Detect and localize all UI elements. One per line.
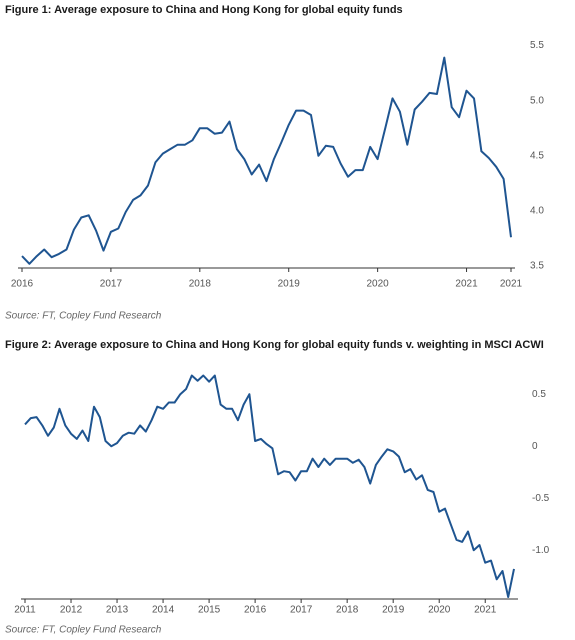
x-tick-label: 2020 [367, 279, 390, 290]
x-tick-label: 2015 [198, 605, 221, 616]
y-tick-label: -0.5 [532, 493, 550, 504]
source-note: Source: FT, Copley Fund Research [5, 311, 162, 322]
x-tick-label: 2017 [290, 605, 313, 616]
y-tick-label: 3.5 [530, 261, 544, 272]
y-tick-label: 4.0 [530, 206, 544, 217]
x-tick-label: 2011 [14, 605, 36, 616]
x-tick-label: 2021 [500, 279, 523, 290]
y-tick-label: -1.0 [532, 545, 550, 556]
x-tick-label: 2018 [189, 279, 212, 290]
x-tick-label: 2016 [11, 279, 34, 290]
y-tick-label: 0 [532, 441, 538, 452]
x-tick-label: 2020 [428, 605, 451, 616]
line-series [24, 374, 515, 598]
x-tick-label: 2012 [60, 605, 83, 616]
y-tick-label: 5.0 [530, 95, 544, 106]
y-tick-label: 0.5 [532, 389, 546, 400]
line-series [21, 56, 512, 265]
source-note: Source: FT, Copley Fund Research [5, 625, 162, 636]
chart-title: Figure 2: Average exposure to China and … [5, 339, 544, 351]
y-tick-label: 5.5 [530, 40, 544, 51]
y-tick-label: 4.5 [530, 150, 544, 161]
x-tick-label: 2021 [474, 605, 497, 616]
x-tick-label: 2019 [382, 605, 405, 616]
x-tick-label: 2014 [152, 605, 175, 616]
chart-title: Figure 1: Average exposure to China and … [5, 4, 403, 16]
x-tick-label: 2013 [106, 605, 129, 616]
x-tick-label: 2016 [244, 605, 267, 616]
x-tick-label: 2017 [100, 279, 123, 290]
x-tick-label: 2021 [455, 279, 478, 290]
x-tick-label: 2019 [278, 279, 301, 290]
x-tick-label: 2018 [336, 605, 359, 616]
